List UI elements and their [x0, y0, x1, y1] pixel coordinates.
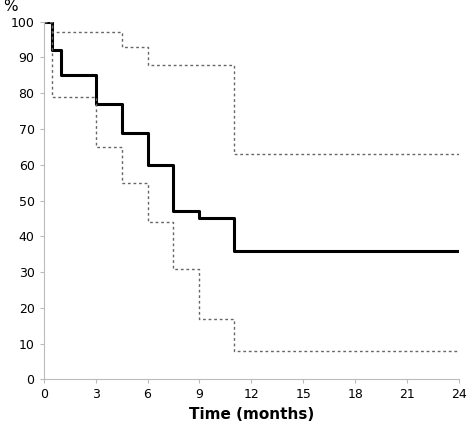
Y-axis label: %: %: [3, 0, 18, 15]
X-axis label: Time (months): Time (months): [189, 407, 314, 422]
